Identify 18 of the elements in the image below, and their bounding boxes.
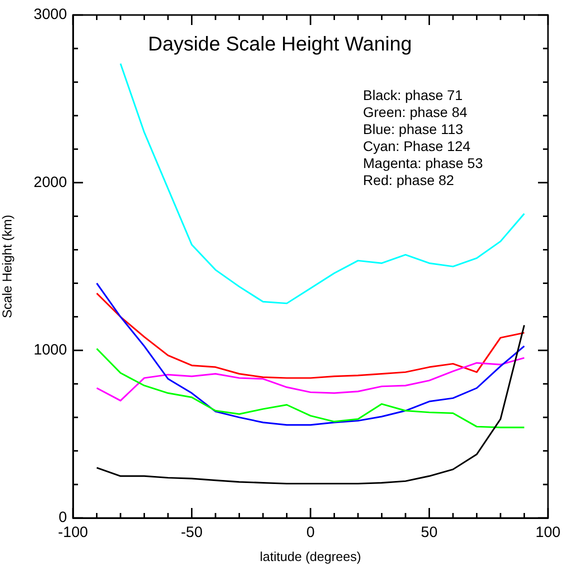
y-tick-label: 1000 [34,341,67,358]
annotation: Blue: phase 113 [363,120,464,137]
annotation: Red: phase 82 [363,172,454,188]
x-tick-label: 0 [306,524,315,542]
annotation: Magenta: phase 53 [363,154,484,171]
x-tick-label: -50 [180,524,203,542]
annotation: Green: phase 84 [363,104,468,120]
x-tick-label: -100 [58,524,88,542]
text: Dayside Scale Height Waning [148,34,412,56]
annotation: Cyan: Phase 124 [363,138,471,154]
annotation: Black: phase 71 [363,86,463,103]
x-tick-label: 50 [420,524,438,542]
y-tick-label: 2000 [34,174,67,191]
y-tick-label: 3000 [34,6,67,24]
y-tick-label: 0 [58,509,67,526]
y-axis-title: Scale Height (km) [0,214,14,318]
x-axis-title: latitude (degrees) [260,548,362,564]
x-tick-label: 100 [535,524,561,542]
